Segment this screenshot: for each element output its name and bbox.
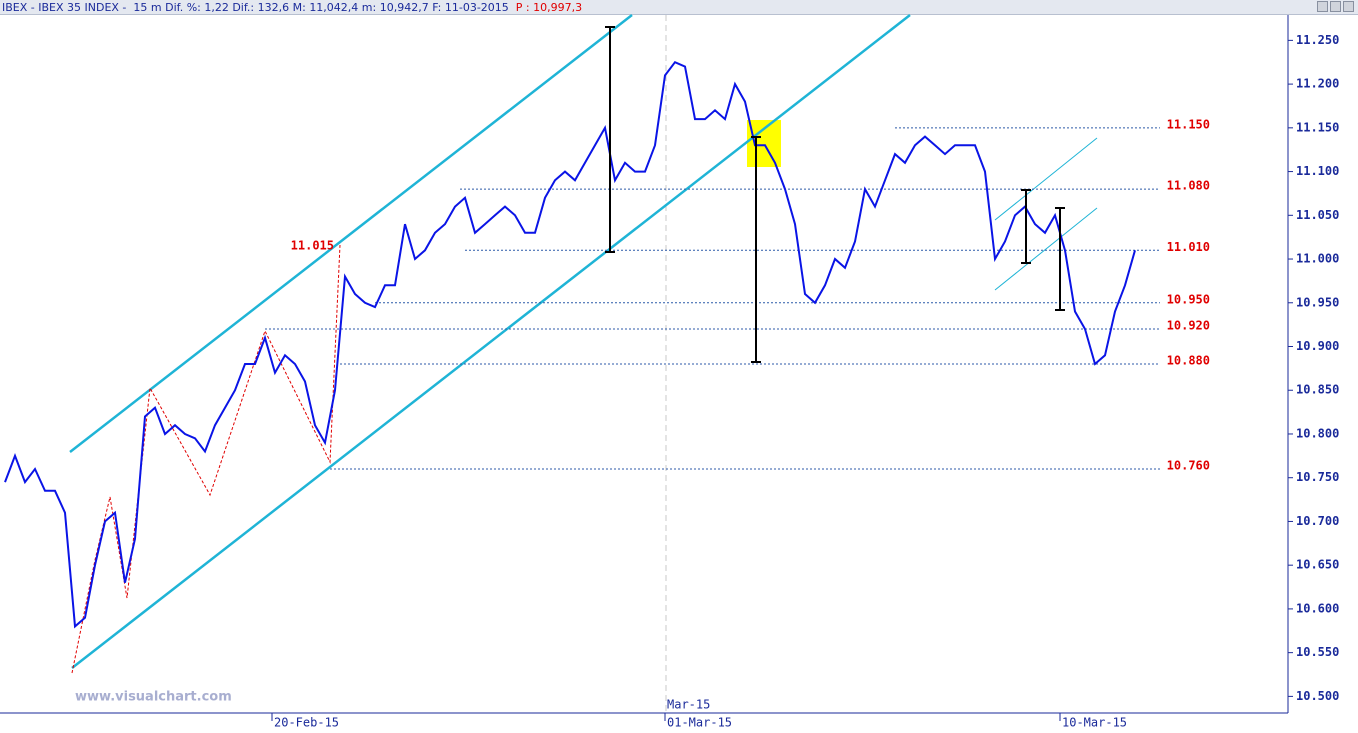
wave-lines [71, 244, 341, 674]
y-tick-label: 10.700 [1296, 514, 1339, 528]
maximize-button[interactable] [1330, 1, 1341, 12]
header-title: IBEX - IBEX 35 INDEX - 15 m Dif. %: 1,22… [2, 1, 509, 14]
minimize-button[interactable] [1317, 1, 1328, 12]
x-tick-label: 10-Mar-15 [1062, 716, 1127, 730]
x-tick-label: 01-Mar-15 [667, 716, 732, 730]
y-tick-label: 11.100 [1296, 164, 1339, 178]
small-channel-lower [994, 207, 1098, 291]
marked-level-label: 11.015 [291, 238, 334, 252]
y-tick-label: 11.000 [1296, 252, 1339, 266]
y-tick-label: 10.900 [1296, 339, 1339, 353]
y-tick-label: 10.600 [1296, 601, 1339, 615]
y-tick-label: 10.500 [1296, 689, 1339, 703]
price-series [4, 60, 1136, 629]
level-label: 10.920 [1167, 319, 1210, 333]
highlight-box [747, 120, 781, 167]
y-tick-label: 11.050 [1296, 208, 1339, 222]
close-button[interactable] [1343, 1, 1354, 12]
period-label: Mar-15 [667, 698, 710, 712]
y-tick-label: 10.800 [1296, 426, 1339, 440]
level-label: 11.010 [1167, 240, 1210, 254]
watermark: www.visualchart.com [75, 690, 232, 705]
y-tick-label: 11.250 [1296, 33, 1339, 47]
channel-lower [71, 14, 911, 669]
small-channel-upper [994, 137, 1098, 221]
channel-upper [69, 14, 633, 453]
level-label: 10.760 [1167, 458, 1210, 472]
x-tick-label: 20-Feb-15 [274, 716, 339, 730]
level-label: 11.150 [1167, 117, 1210, 131]
wave-path [71, 244, 341, 674]
level-label: 10.880 [1167, 354, 1210, 368]
header-bar: IBEX - IBEX 35 INDEX - 15 m Dif. %: 1,22… [0, 0, 1358, 15]
y-tick-label: 10.850 [1296, 383, 1339, 397]
level-lines: 11.150 11.080 11.010 10.950 10.920 10.880 10.7… [265, 117, 1210, 472]
y-tick-label: 11.200 [1296, 77, 1339, 91]
measure-arrows [605, 26, 1065, 363]
y-tick-label: 10.650 [1296, 558, 1339, 572]
small-channel [994, 137, 1098, 291]
price-line [4, 60, 1136, 629]
level-label: 10.950 [1167, 292, 1210, 306]
y-tick-label: 10.950 [1296, 295, 1339, 309]
y-tick-label: 10.750 [1296, 470, 1339, 484]
y-axis-area [1288, 15, 1358, 733]
header-last-price: P : 10,997,3 [515, 1, 583, 14]
trend-channel [69, 14, 911, 669]
window-buttons [1315, 1, 1354, 16]
y-tick-label: 10.550 [1296, 645, 1339, 659]
y-tick-label: 11.150 [1296, 120, 1339, 134]
level-label: 11.080 [1167, 179, 1210, 193]
